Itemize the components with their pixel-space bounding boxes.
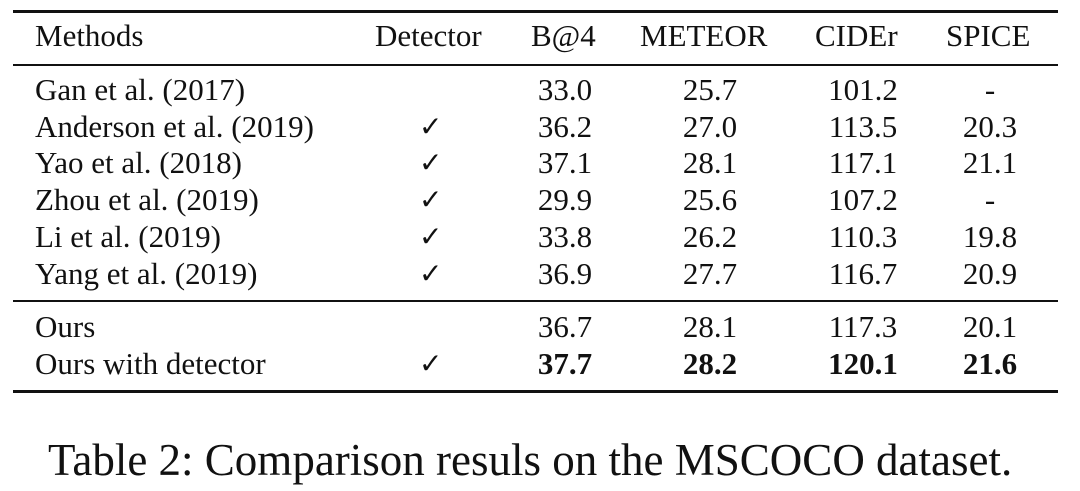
method-cell: Li et al. (2019) [35, 219, 221, 254]
cider-cell: 117.1 [828, 145, 898, 180]
section-rule [13, 300, 1058, 302]
method-cell: Gan et al. (2017) [35, 72, 246, 107]
cider-cell: 113.5 [828, 109, 898, 144]
spice-cell: - [984, 182, 996, 217]
cider-cell: 116.7 [828, 256, 898, 291]
meteor-cell: 25.6 [682, 182, 738, 217]
spice-cell: 20.3 [962, 109, 1018, 144]
detector-check-icon: ✓ [419, 347, 443, 380]
header-rule [13, 64, 1058, 66]
table-row: Zhou et al. (2019) ✓ 29.9 25.6 107.2 - [0, 182, 1080, 218]
meteor-cell-best: 28.2 [682, 346, 738, 381]
header-detector: Detector [375, 18, 482, 53]
method-cell: Yang et al. (2019) [35, 256, 258, 291]
header-methods: Methods [35, 18, 144, 53]
b4-cell: 33.8 [537, 219, 593, 254]
table-row: Li et al. (2019) ✓ 33.8 26.2 110.3 19.8 [0, 219, 1080, 255]
b4-cell-best: 37.7 [537, 346, 593, 381]
meteor-cell: 25.7 [682, 72, 738, 107]
detector-check-icon: ✓ [419, 183, 443, 216]
table-header-row: Methods Detector B@4 METEOR CIDEr SPICE [0, 18, 1080, 54]
header-spice: SPICE [946, 18, 1031, 53]
method-cell: Zhou et al. (2019) [35, 182, 259, 217]
cider-cell: 107.2 [828, 182, 898, 217]
b4-cell: 36.2 [537, 109, 593, 144]
header-b4: B@4 [531, 18, 596, 53]
b4-cell: 36.7 [537, 309, 593, 344]
detector-check-icon: ✓ [419, 146, 443, 179]
table-row: Ours with detector ✓ 37.7 28.2 120.1 21.… [0, 346, 1080, 382]
b4-cell: 37.1 [537, 145, 593, 180]
b4-cell: 29.9 [537, 182, 593, 217]
method-cell: Ours [35, 309, 96, 344]
meteor-cell: 27.0 [682, 109, 738, 144]
detector-check-icon: ✓ [419, 220, 443, 253]
spice-cell: 21.1 [962, 145, 1018, 180]
table-row: Yang et al. (2019) ✓ 36.9 27.7 116.7 20.… [0, 256, 1080, 292]
method-cell: Anderson et al. (2019) [35, 109, 314, 144]
detector-check-icon: ✓ [419, 257, 443, 290]
cider-cell: 101.2 [828, 72, 898, 107]
meteor-cell: 28.1 [682, 309, 738, 344]
meteor-cell: 28.1 [682, 145, 738, 180]
b4-cell: 36.9 [537, 256, 593, 291]
bottom-rule [13, 390, 1058, 393]
cider-cell: 110.3 [828, 219, 898, 254]
b4-cell: 33.0 [537, 72, 593, 107]
spice-cell: 19.8 [962, 219, 1018, 254]
header-meteor: METEOR [640, 18, 768, 53]
method-cell: Yao et al. (2018) [35, 145, 242, 180]
cider-cell: 117.3 [828, 309, 898, 344]
header-cider: CIDEr [815, 18, 898, 53]
cider-cell-best: 120.1 [828, 346, 898, 381]
meteor-cell: 26.2 [682, 219, 738, 254]
detector-check-icon: ✓ [419, 110, 443, 143]
table-row: Gan et al. (2017) 33.0 25.7 101.2 - [0, 72, 1080, 108]
table-caption: Table 2: Comparison resuls on the MSCOCO… [48, 435, 1013, 485]
table-row: Ours 36.7 28.1 117.3 20.1 [0, 309, 1080, 345]
meteor-cell: 27.7 [682, 256, 738, 291]
method-cell: Ours with detector [35, 346, 266, 381]
table-row: Anderson et al. (2019) ✓ 36.2 27.0 113.5… [0, 109, 1080, 145]
table-row: Yao et al. (2018) ✓ 37.1 28.1 117.1 21.1 [0, 145, 1080, 181]
spice-cell: 20.1 [962, 309, 1018, 344]
spice-cell: - [984, 72, 996, 107]
top-rule [13, 10, 1058, 13]
spice-cell-best: 21.6 [962, 346, 1018, 381]
spice-cell: 20.9 [962, 256, 1018, 291]
